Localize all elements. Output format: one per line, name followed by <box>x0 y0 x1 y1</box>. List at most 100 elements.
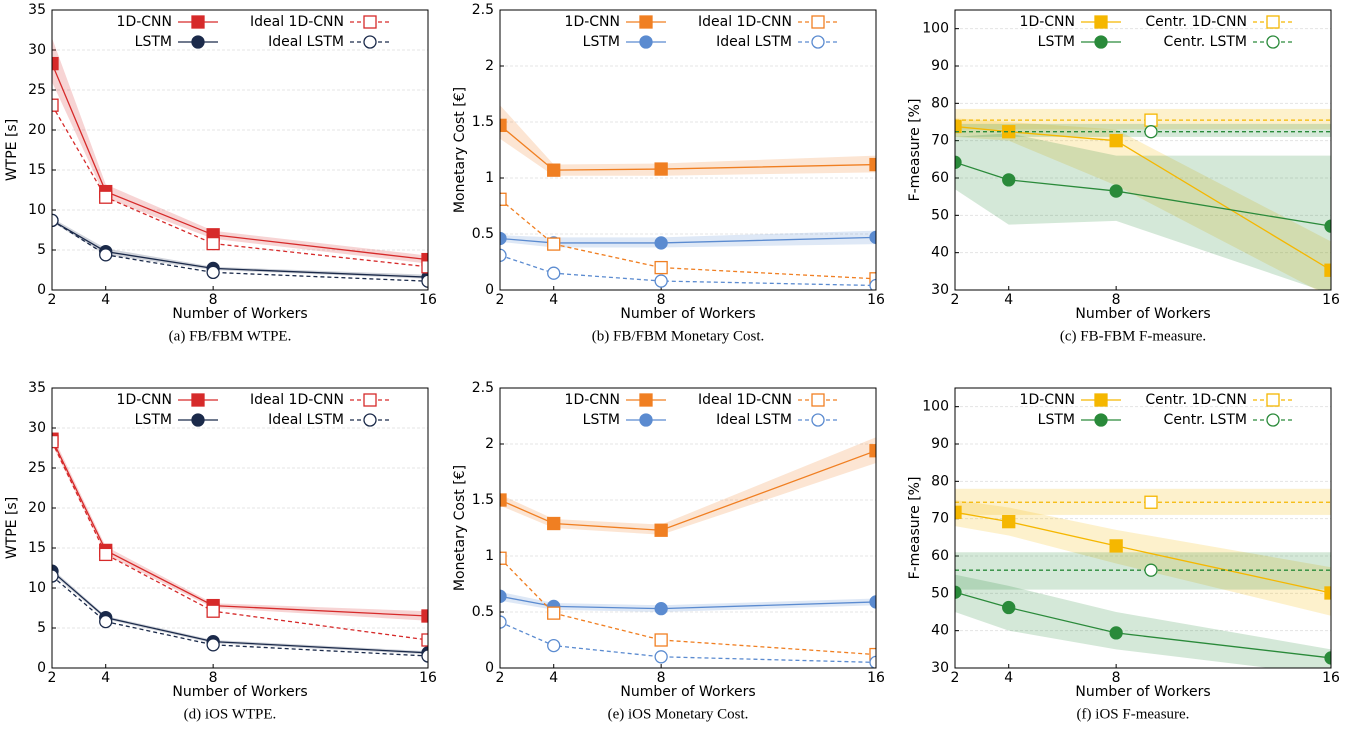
point <box>1109 539 1123 553</box>
point <box>1144 125 1158 139</box>
legend-label: 1D-CNN <box>117 392 172 408</box>
y-tick-label: 15 <box>28 540 46 556</box>
y-tick-label: 10 <box>28 202 46 218</box>
plot-area <box>500 105 876 290</box>
legend-marker <box>1266 35 1280 49</box>
legend-marker <box>363 393 377 407</box>
legend-label: LSTM <box>1038 34 1075 50</box>
legend-marker <box>639 15 653 29</box>
y-tick-label: 100 <box>922 21 949 37</box>
y-tick-label: 1 <box>485 170 494 186</box>
series-line <box>500 595 876 610</box>
y-tick-label: 70 <box>931 511 949 527</box>
y-tick-label: 15 <box>28 162 46 178</box>
point <box>547 266 561 280</box>
legend-marker <box>811 35 825 49</box>
legend-marker <box>811 413 825 427</box>
panel: 0 5 10 15 20 25 30 35 2 4 8 16 1D-CNN LSTM Ideal 1D-CN… <box>4 2 437 344</box>
y-tick-label: 20 <box>28 500 46 516</box>
x-tick-label: 4 <box>101 292 110 308</box>
y-axis-label: Monetary Cost [€] <box>452 465 468 591</box>
series-line <box>500 124 876 171</box>
legend-label: LSTM <box>135 34 172 50</box>
caption: (e) iOS Monetary Cost. <box>608 706 749 722</box>
point <box>1109 134 1123 148</box>
legend-label: 1D-CNN <box>565 14 620 30</box>
plot-area <box>52 432 428 663</box>
x-tick-label: 4 <box>101 670 110 686</box>
y-tick-label: 1.5 <box>472 114 494 130</box>
legend-marker <box>1266 393 1280 407</box>
x-axis-label: Number of Workers <box>1075 684 1210 700</box>
series-line <box>500 236 876 244</box>
series-line <box>955 125 1331 271</box>
point <box>500 589 507 603</box>
band <box>955 574 1331 668</box>
legend-marker <box>363 413 377 427</box>
point <box>421 649 428 663</box>
legend-label: 1D-CNN <box>1020 14 1075 30</box>
y-tick-label: 10 <box>28 580 46 596</box>
plot-frame <box>51 387 429 669</box>
point <box>206 265 220 280</box>
x-tick-label: 2 <box>951 292 960 308</box>
point <box>52 569 59 583</box>
x-tick-label: 16 <box>1322 292 1340 308</box>
legend-label: Ideal LSTM <box>268 412 344 428</box>
caption: (d) iOS WTPE. <box>184 706 277 722</box>
point <box>1002 515 1016 529</box>
y-tick-label: 0.5 <box>472 604 494 620</box>
point <box>869 647 876 662</box>
band <box>955 118 1331 290</box>
y-tick-label: 5 <box>37 620 46 636</box>
caption: (c) FB-FBM F-measure. <box>1060 328 1206 344</box>
point <box>1002 600 1016 615</box>
legend-label: LSTM <box>1038 412 1075 428</box>
point <box>52 56 59 71</box>
caption: (b) FB/FBM Monetary Cost. <box>592 328 765 344</box>
legend-marker <box>191 35 205 49</box>
series-line <box>52 104 428 268</box>
point <box>1324 219 1331 233</box>
point <box>421 274 428 288</box>
series-line <box>52 575 428 657</box>
y-tick-label: 0.5 <box>472 226 494 242</box>
y-tick-label: 30 <box>28 42 46 58</box>
y-tick-label: 1.5 <box>472 492 494 508</box>
point <box>500 248 507 262</box>
point <box>654 633 668 647</box>
series-line <box>52 438 428 617</box>
point <box>654 274 668 288</box>
x-axis-label: Number of Workers <box>620 684 755 700</box>
band <box>955 500 1331 616</box>
x-tick-label: 4 <box>1004 292 1013 308</box>
x-tick-label: 2 <box>48 670 57 686</box>
legend-label: Ideal LSTM <box>716 34 792 50</box>
x-axis-label: Number of Workers <box>620 306 755 322</box>
point <box>500 231 507 246</box>
point <box>1002 173 1016 187</box>
series-line <box>955 511 1331 594</box>
y-tick-label: 0 <box>485 660 494 676</box>
point <box>52 98 59 112</box>
point <box>421 252 428 267</box>
band <box>955 108 1331 130</box>
series-line <box>500 621 876 664</box>
y-tick-label: 50 <box>931 585 949 601</box>
y-tick-label: 0 <box>485 282 494 298</box>
point <box>1144 495 1158 509</box>
point <box>1324 651 1331 665</box>
point <box>869 595 876 609</box>
plot-area <box>500 437 876 668</box>
point <box>654 650 668 664</box>
y-axis-label: WTPE [s] <box>4 497 20 559</box>
legend-marker <box>1094 413 1108 427</box>
series-line <box>52 219 428 278</box>
x-axis-label: Number of Workers <box>1075 306 1210 322</box>
point <box>99 248 113 262</box>
legend-marker <box>191 15 205 29</box>
legend-label: Ideal LSTM <box>268 34 344 50</box>
plot-area <box>52 38 428 288</box>
panel: 0 0.5 1 1.5 2 2.5 2 4 8 16 1D-CNN LSTM Ideal 1D-CNN I… <box>452 2 885 344</box>
x-tick-label: 2 <box>951 670 960 686</box>
